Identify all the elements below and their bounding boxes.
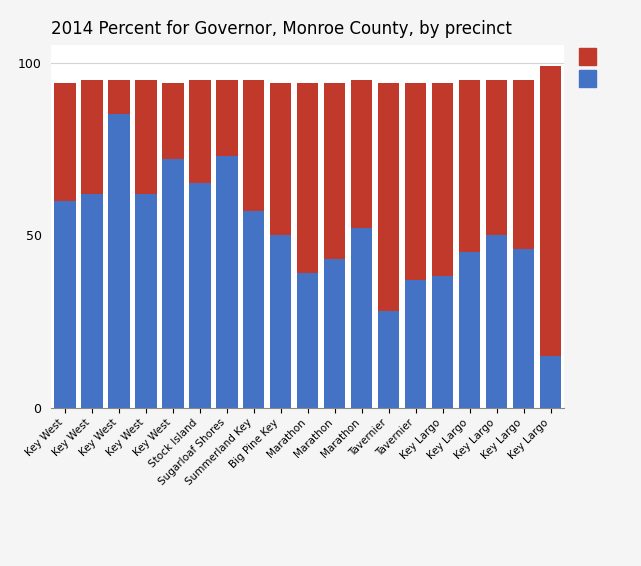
Bar — [540, 356, 562, 408]
Bar — [216, 156, 238, 408]
Bar — [270, 235, 292, 408]
Bar — [297, 83, 319, 273]
Bar — [54, 200, 76, 408]
Bar — [513, 249, 535, 408]
Bar — [351, 228, 372, 408]
Bar — [243, 211, 265, 408]
Bar — [378, 83, 399, 311]
Bar — [108, 114, 129, 408]
Bar — [162, 159, 183, 408]
Bar — [486, 80, 508, 235]
Bar — [351, 80, 372, 228]
Bar — [135, 194, 156, 408]
Bar — [486, 235, 508, 408]
Bar — [324, 259, 345, 408]
Bar — [162, 83, 183, 159]
Bar — [513, 80, 535, 249]
Bar — [81, 80, 103, 194]
Bar — [432, 276, 453, 408]
Bar — [81, 194, 103, 408]
Bar — [189, 80, 210, 183]
Bar — [378, 311, 399, 408]
Bar — [216, 80, 238, 156]
Bar — [108, 80, 129, 114]
Bar — [297, 273, 319, 408]
Legend: , : , — [576, 45, 600, 90]
Bar — [432, 83, 453, 276]
Bar — [54, 83, 76, 200]
Bar — [540, 66, 562, 356]
Bar — [189, 183, 210, 408]
Bar — [459, 252, 480, 408]
Bar — [243, 80, 265, 211]
Bar — [405, 83, 426, 280]
Bar — [270, 83, 292, 235]
Bar — [324, 83, 345, 259]
Bar — [405, 280, 426, 408]
Text: 2014 Percent for Governor, Monroe County, by precinct: 2014 Percent for Governor, Monroe County… — [51, 20, 512, 38]
Bar — [135, 80, 156, 194]
Bar — [459, 80, 480, 252]
